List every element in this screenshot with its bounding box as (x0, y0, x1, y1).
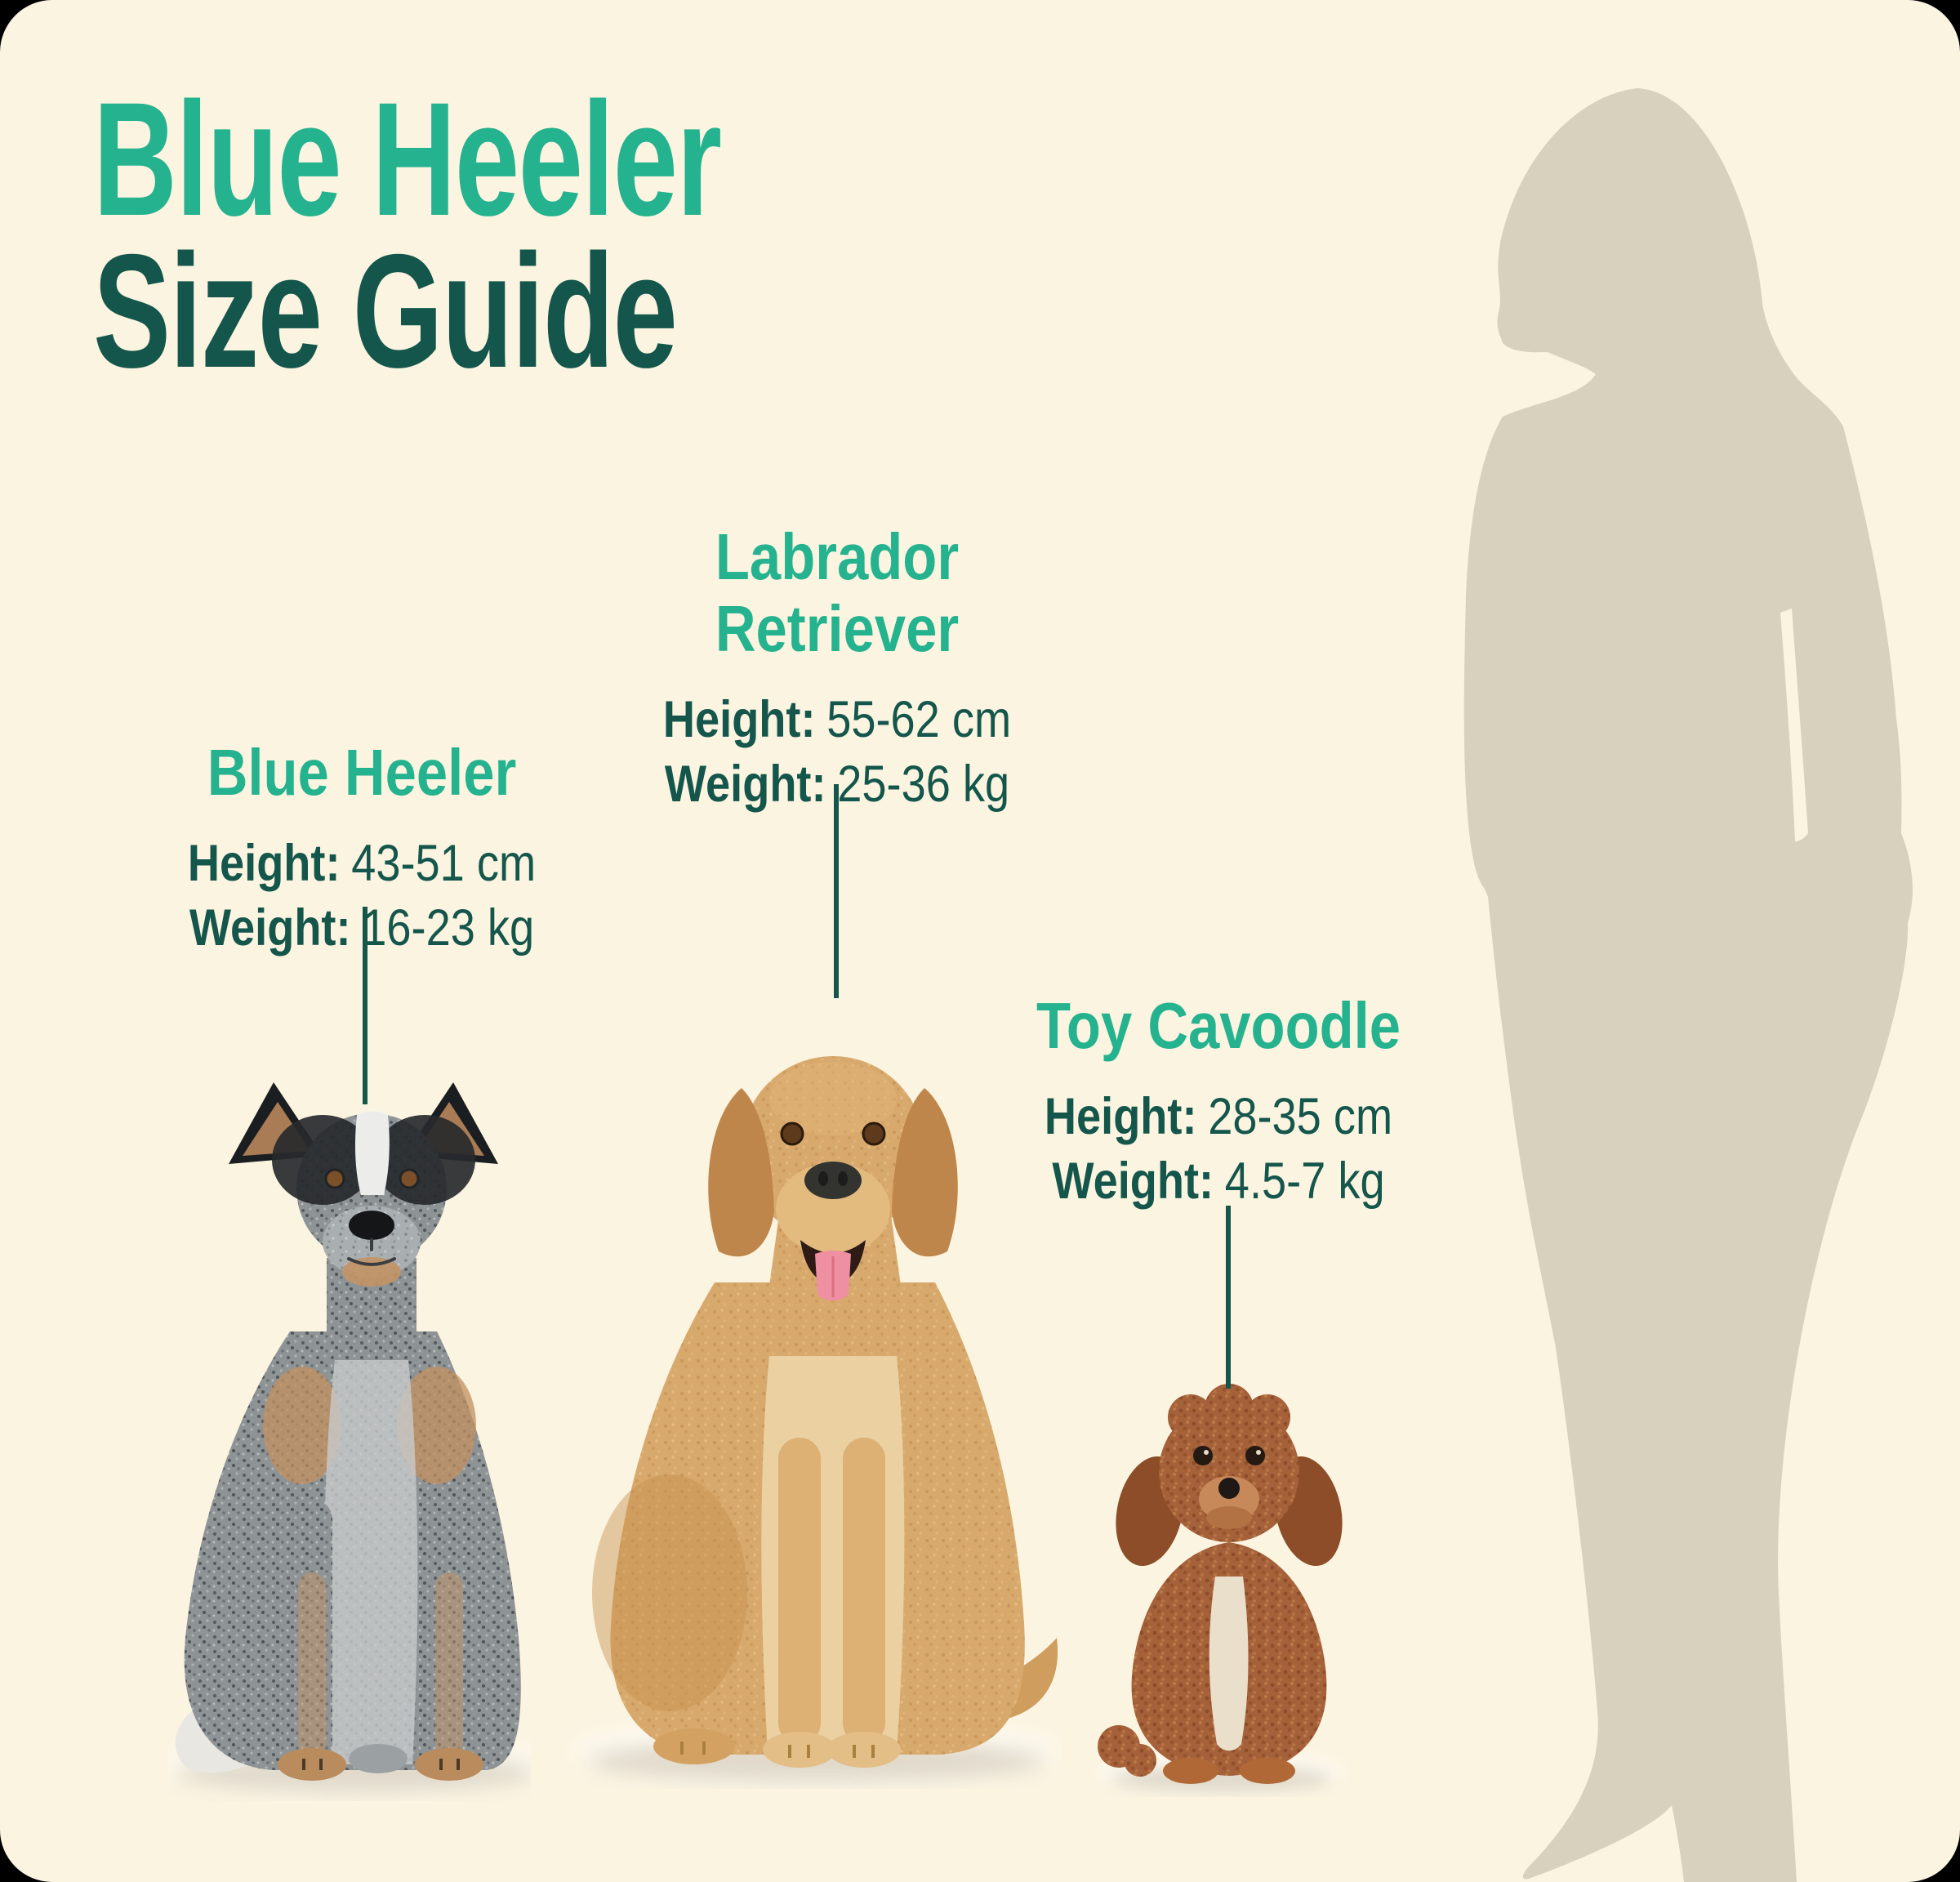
weight-value: 4.5-7 kg (1224, 1153, 1385, 1210)
toy-cavoodle-photo (1098, 1384, 1343, 1795)
labrador-body (592, 1209, 1058, 1768)
page-title-line2: Size Guide (93, 221, 678, 401)
height-value: 43-51 cm (351, 835, 537, 892)
woman-arm-gap (1780, 609, 1808, 841)
breed-name: Blue Heeler (207, 736, 517, 809)
breed-label-labrador-retriever: Labrador Retriever Height: 55-62 cm Weigh… (662, 521, 1013, 817)
height-label: Height: (187, 835, 341, 892)
breed-name: Labrador Retriever (715, 520, 960, 665)
labrador-head (708, 1056, 958, 1301)
height-stat: Height: 28-35 cm (1036, 1085, 1401, 1149)
height-value: 55-62 cm (826, 691, 1012, 748)
height-stat: Height: 55-62 cm (662, 688, 1013, 752)
height-stat: Height: 43-51 cm (188, 832, 536, 896)
connector-line-blue-heeler (363, 907, 368, 1104)
height-label: Height: (662, 691, 816, 748)
blue-heeler-body (175, 1258, 521, 1781)
height-value: 28-35 cm (1208, 1088, 1393, 1145)
blue-heeler-head (229, 1082, 498, 1287)
height-label: Height: (1044, 1088, 1197, 1145)
connector-line-toy-cavoodle (1226, 1206, 1231, 1389)
labrador-retriever-photo (572, 1056, 1062, 1789)
weight-label: Weight: (664, 756, 826, 813)
weight-stat: Weight: 16-23 kg (188, 896, 536, 961)
weight-value: 25-36 kg (837, 756, 1010, 813)
connector-line-labrador-retriever (834, 784, 839, 998)
woman-silhouette (1463, 88, 1913, 1882)
woman-silhouette-path (1463, 88, 1913, 1882)
breed-label-blue-heeler: Blue Heeler Height: 43-51 cm Weight: 16-23… (188, 737, 536, 961)
page-title-line1: Blue Heeler (93, 69, 722, 249)
toy-cavoodle-body (1098, 1542, 1327, 1784)
breed-label-toy-cavoodle: Toy Cavoodle Height: 28-35 cm Weight: 4.5-… (1036, 990, 1401, 1214)
toy-cavoodle-head (1116, 1384, 1343, 1567)
weight-stat: Weight: 4.5-7 kg (1036, 1149, 1401, 1214)
weight-stat: Weight: 25-36 kg (662, 752, 1013, 817)
blue-heeler-photo (167, 1082, 531, 1797)
weight-label: Weight: (189, 899, 351, 957)
breed-name: Toy Cavoodle (1036, 989, 1401, 1062)
weight-label: Weight: (1052, 1153, 1214, 1210)
weight-value: 16-23 kg (362, 899, 535, 957)
